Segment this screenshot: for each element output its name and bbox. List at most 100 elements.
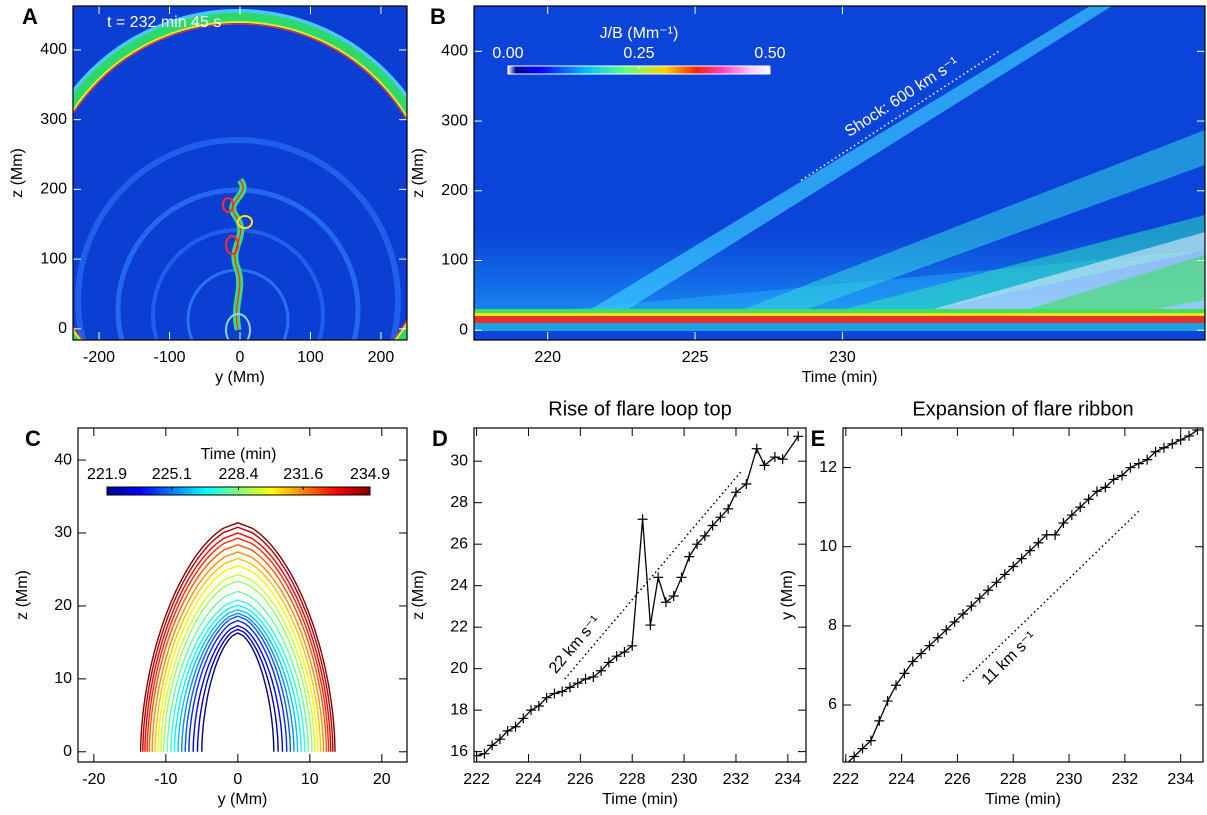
marker: [1050, 529, 1061, 540]
marker: [793, 431, 804, 442]
x-tick-label: 225: [682, 349, 709, 366]
panel-e-plot: [845, 428, 1203, 762]
colorbar-tick-label: 221.9: [87, 466, 127, 483]
marker: [1175, 434, 1186, 445]
marker: [533, 700, 544, 711]
marker: [637, 514, 648, 525]
loop: [146, 537, 330, 752]
plot-frame: [473, 427, 807, 763]
marker: [999, 569, 1010, 580]
marker: [874, 715, 885, 726]
marker: [991, 577, 1002, 588]
data-line: [847, 429, 1198, 762]
marker: [941, 624, 952, 635]
y-tick-label: 6: [828, 696, 837, 713]
marker: [588, 671, 599, 682]
x-tick-label: 230: [829, 349, 856, 366]
y-tick-label: 300: [441, 112, 468, 129]
annotation: t = 232 min 45 s: [107, 14, 221, 31]
panel-title: Expansion of flare ribbon: [912, 398, 1133, 420]
marker: [541, 692, 552, 703]
x-tick-label: 228: [1000, 771, 1027, 788]
loop: [192, 624, 284, 752]
x-tick-label: 200: [368, 349, 395, 366]
marker: [857, 743, 868, 754]
y-tick-label: 10: [54, 670, 72, 687]
marker: [479, 748, 490, 759]
marker: [966, 601, 977, 612]
marker: [730, 487, 741, 498]
fit-line: [800, 50, 1000, 181]
loop: [157, 565, 319, 752]
loop: [173, 604, 302, 752]
panel-label: B: [430, 4, 446, 29]
marker: [1058, 517, 1069, 528]
colorbar-label: J/B (Mm⁻¹): [600, 25, 679, 42]
marker: [1133, 458, 1144, 469]
plot-frame: [473, 5, 1206, 341]
panel-a-image: [73, 6, 407, 340]
x-axis-label: Time (min): [985, 791, 1061, 808]
marker: [1100, 482, 1111, 493]
marker: [494, 734, 505, 745]
marker: [769, 452, 780, 463]
y-tick-label: 26: [450, 535, 468, 552]
colorbar-tick-label: 0.00: [492, 45, 523, 62]
marker: [1083, 494, 1094, 505]
marker: [699, 530, 710, 541]
colorbar-tick-label: 231.6: [283, 466, 323, 483]
loop: [166, 590, 310, 752]
marker: [1024, 545, 1035, 556]
x-tick-label: 220: [534, 349, 561, 366]
colorbar-tick-label: 0.25: [623, 45, 654, 62]
panel-label: D: [432, 426, 448, 451]
marker: [502, 725, 513, 736]
loop: [154, 557, 322, 752]
marker: [660, 597, 671, 608]
marker: [916, 648, 927, 659]
x-tick-label: 222: [463, 771, 490, 788]
marker: [1066, 510, 1077, 521]
y-axis-label: z (Mm): [9, 148, 26, 198]
y-tick-label: 12: [819, 459, 837, 476]
marker: [668, 591, 679, 602]
x-tick-label: 230: [1056, 771, 1083, 788]
x-tick-label: 10: [301, 771, 319, 788]
loop: [170, 599, 306, 752]
marker: [907, 656, 918, 667]
marker: [557, 686, 568, 697]
x-axis-label: y (Mm): [218, 791, 268, 808]
marker: [1041, 529, 1052, 540]
loop: [177, 608, 299, 752]
y-tick-label: 40: [54, 451, 72, 468]
marker: [518, 713, 529, 724]
marker: [707, 520, 718, 531]
y-tick-label: 100: [40, 250, 67, 267]
x-tick-label: -200: [83, 349, 115, 366]
loop: [188, 619, 288, 752]
panel-d-plot: [474, 431, 804, 761]
x-tick-label: -10: [154, 771, 177, 788]
y-tick-label: 10: [819, 538, 837, 555]
y-tick-label: 28: [450, 494, 468, 511]
marker: [777, 454, 788, 465]
x-tick-label: 232: [1112, 771, 1139, 788]
plot-frame: [77, 427, 408, 763]
marker: [1117, 470, 1128, 481]
x-axis-label: y (Mm): [215, 369, 265, 386]
y-tick-label: 400: [40, 41, 67, 58]
marker: [849, 751, 860, 762]
fit-line: [962, 510, 1140, 682]
marker: [572, 678, 583, 689]
marker: [653, 572, 664, 583]
y-tick-label: 400: [441, 43, 468, 60]
marker: [1016, 553, 1027, 564]
x-tick-label: 226: [944, 771, 971, 788]
plot-frame: [72, 5, 408, 341]
y-tick-label: 200: [441, 182, 468, 199]
marker: [549, 688, 560, 699]
marker: [1091, 486, 1102, 497]
x-tick-label: 226: [567, 771, 594, 788]
marker: [1158, 442, 1169, 453]
